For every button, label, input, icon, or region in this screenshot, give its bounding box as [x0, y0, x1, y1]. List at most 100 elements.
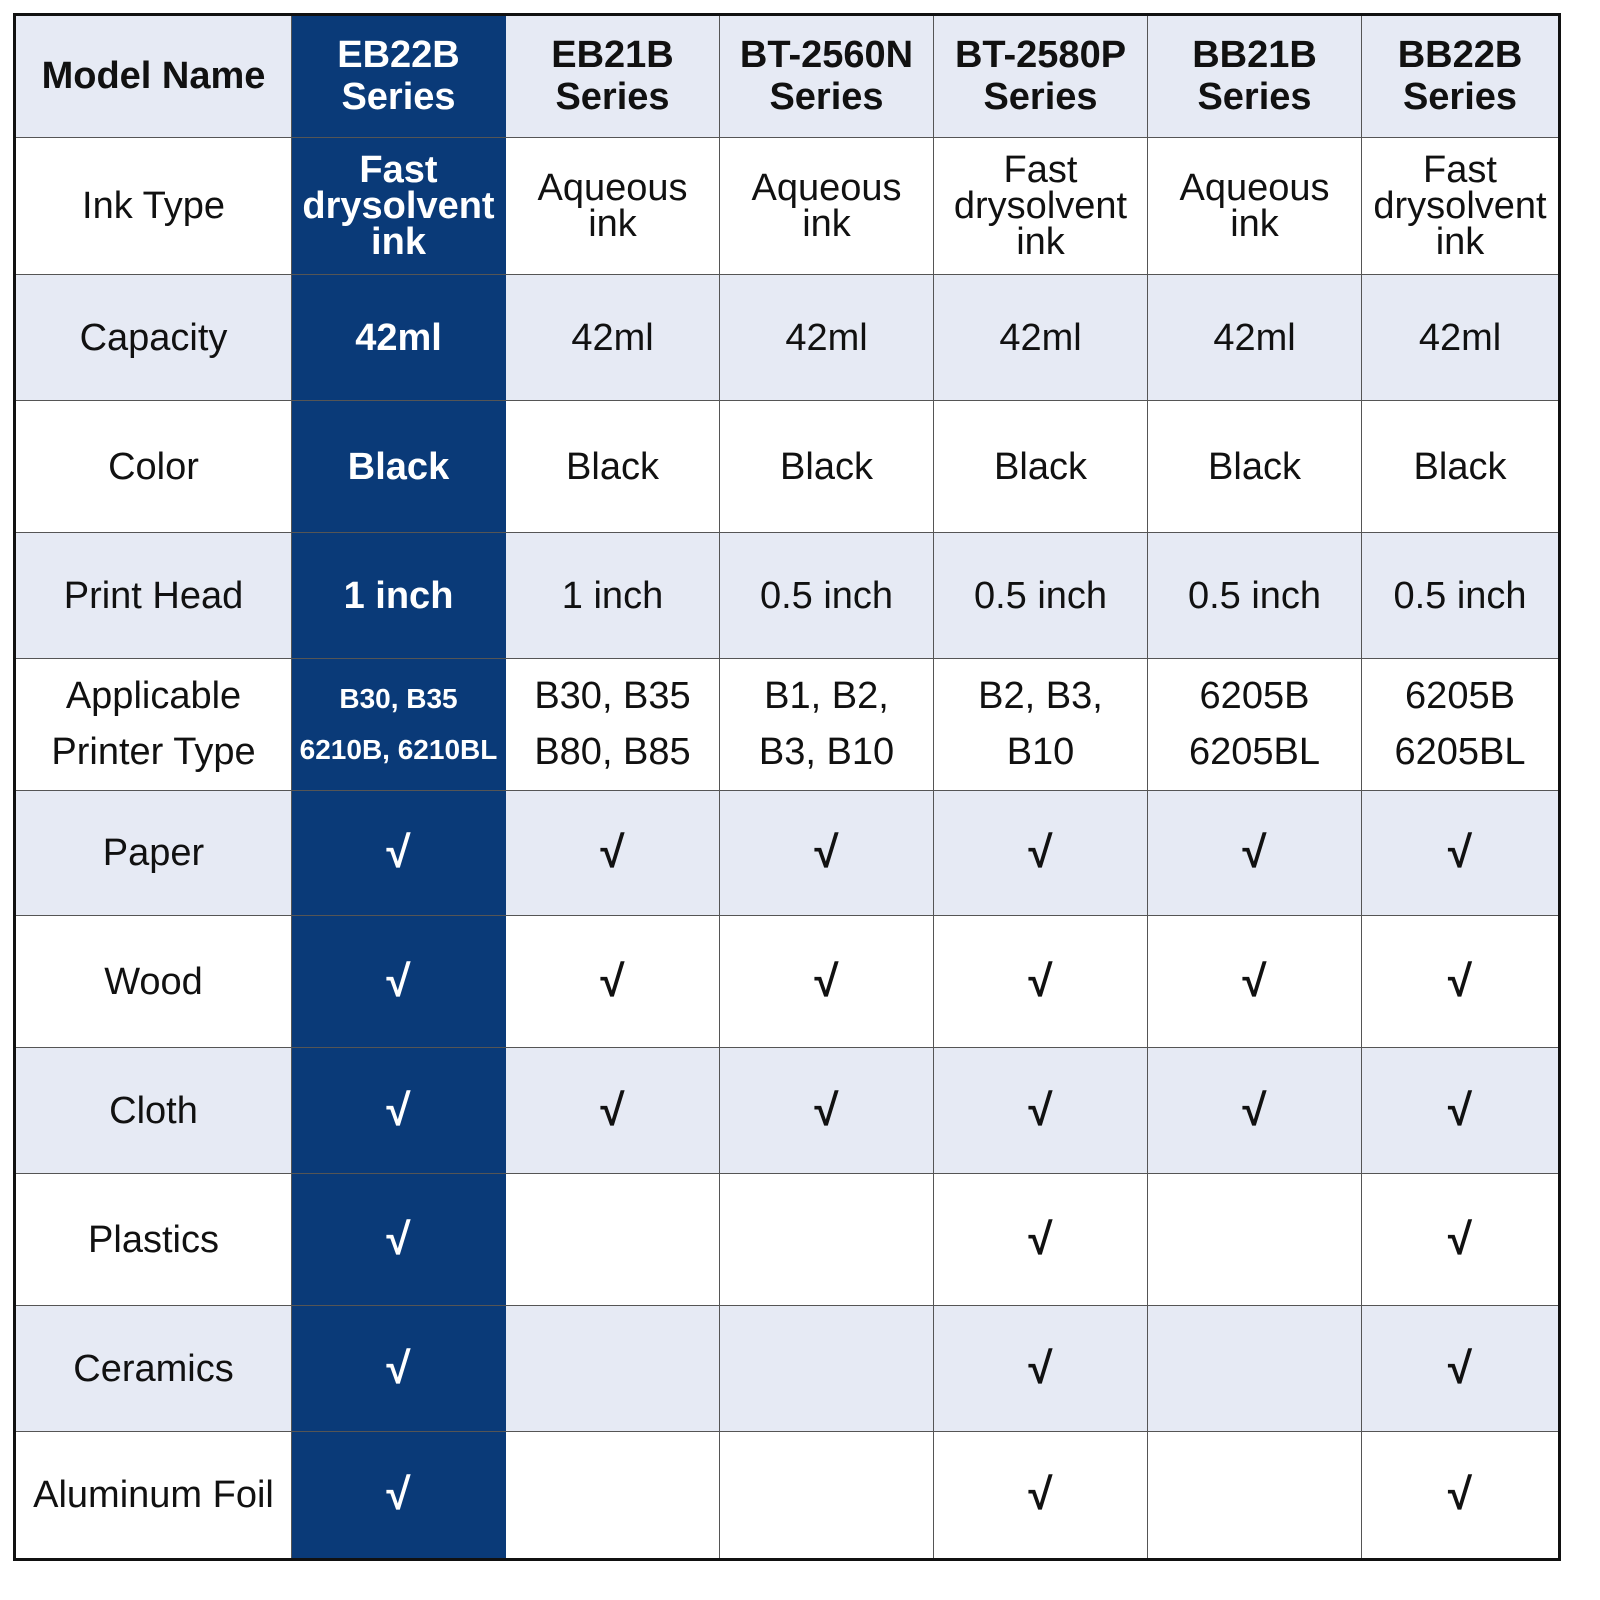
model-name-line: Series [769, 75, 884, 118]
check-icon: √ [933, 1431, 1148, 1560]
cell-value: B1, B2, B3, B10 [719, 658, 934, 791]
table-row: Paper √ √ √ √ √ √ [14, 790, 1560, 916]
check-icon: √ [1361, 1305, 1560, 1432]
model-name-line: Series [983, 75, 1098, 118]
check-icon: √ [1147, 915, 1362, 1048]
model-name-line: Series [1402, 75, 1518, 118]
row-label: Cloth [14, 1047, 292, 1174]
cell-value: 0.5 inch [1147, 532, 1362, 659]
cell-value [505, 1173, 720, 1306]
table-row: Print Head 1 inch 1 inch 0.5 inch 0.5 inch 0.… [14, 532, 1560, 659]
table-row: Plastics √ √ √ [14, 1173, 1560, 1306]
check-icon: √ [1147, 790, 1362, 916]
cell-value: 42ml [1361, 274, 1560, 401]
table-row: Aluminum Foil √ √ √ [14, 1431, 1560, 1560]
table-row: Ceramics √ √ √ [14, 1305, 1560, 1432]
comparison-table: Model NameEB22BSeriesEB22B SeriesEB21BSe… [13, 13, 1561, 1561]
cell-value: B30, B35 B80, B85 [505, 658, 720, 791]
model-name-line: Series [341, 75, 456, 118]
cell-value: Fast drysolvent ink [291, 137, 506, 275]
model-header: BB22BSeriesBB22B Series [1361, 14, 1560, 138]
row-label: Print Head [14, 532, 292, 659]
cell-value: 1 inch [505, 532, 720, 659]
model-name-line: BB22B [1397, 33, 1523, 76]
cell-value: 42ml [1147, 274, 1362, 401]
check-icon: √ [933, 915, 1148, 1048]
check-icon: √ [291, 1305, 506, 1432]
row-label: Paper [14, 790, 292, 916]
cell-value [505, 1305, 720, 1432]
cell-value: 1 inch [291, 532, 506, 659]
cell-value [1147, 1305, 1362, 1432]
cell-value: B2, B3, B10 [933, 658, 1148, 791]
row-label: Capacity [14, 274, 292, 401]
model-name-line: BB21B [1192, 33, 1317, 76]
cell-value: Black [1147, 400, 1362, 533]
check-icon: √ [933, 1305, 1148, 1432]
row-label: Applicable Printer Type [14, 658, 292, 791]
cell-value [1147, 1431, 1362, 1560]
model-header: BB21BSeriesBB21B Series [1147, 14, 1362, 138]
check-icon: √ [291, 1047, 506, 1174]
header-label: Model Name [14, 14, 292, 138]
row-label: Ink Type [14, 137, 292, 275]
check-icon: √ [719, 915, 934, 1048]
table-row: Wood √ √ √ √ √ √ [14, 915, 1560, 1048]
check-icon: √ [505, 915, 720, 1048]
model-name-line: EB22B [337, 33, 460, 76]
check-icon: √ [291, 1431, 506, 1560]
cell-value: Aqueous ink [1147, 137, 1362, 275]
cell-value: Black [505, 400, 720, 533]
check-icon: √ [1361, 1173, 1560, 1306]
cell-value: 42ml [291, 274, 506, 401]
cell-value: Black [719, 400, 934, 533]
cell-value: Black [1361, 400, 1560, 533]
table-row: Applicable Printer Type B30, B35 6210B, 6… [14, 658, 1560, 791]
cell-value [719, 1431, 934, 1560]
check-icon: √ [1361, 915, 1560, 1048]
cell-value [719, 1173, 934, 1306]
cell-value: Aqueous ink [505, 137, 720, 275]
cell-value: 0.5 inch [933, 532, 1148, 659]
row-label: Plastics [14, 1173, 292, 1306]
model-header: EB22BSeriesEB22B Series [291, 14, 506, 138]
model-name-line: BT-2560N [739, 33, 914, 76]
row-label: Color [14, 400, 292, 533]
model-name-line: Series [555, 75, 670, 118]
cell-value [1147, 1173, 1362, 1306]
model-header: BT-2580PSeriesBT-2580P Series [933, 14, 1148, 138]
cell-value: Fast drysolvent ink [933, 137, 1148, 275]
check-icon: √ [719, 790, 934, 916]
check-icon: √ [1361, 1047, 1560, 1174]
cell-value: Black [933, 400, 1148, 533]
cell-value: 42ml [933, 274, 1148, 401]
table-row: Capacity 42ml 42ml 42ml 42ml 42ml 42ml [14, 274, 1560, 401]
row-label: Aluminum Foil [14, 1431, 292, 1560]
cell-value: 6205B 6205BL [1361, 658, 1560, 791]
check-icon: √ [933, 790, 1148, 916]
model-header: EB21BSeriesEB21B Series [505, 14, 720, 138]
check-icon: √ [1361, 790, 1560, 916]
check-icon: √ [291, 1173, 506, 1306]
check-icon: √ [719, 1047, 934, 1174]
check-icon: √ [933, 1173, 1148, 1306]
cell-value [719, 1305, 934, 1432]
table-row: Color Black Black Black Black Black Black [14, 400, 1560, 533]
check-icon: √ [505, 790, 720, 916]
cell-value: 42ml [505, 274, 720, 401]
model-name-line: BT-2580P [954, 33, 1127, 76]
cell-value: Black [291, 400, 506, 533]
check-icon: √ [505, 1047, 720, 1174]
row-label: Ceramics [14, 1305, 292, 1432]
check-icon: √ [1147, 1047, 1362, 1174]
check-icon: √ [933, 1047, 1148, 1174]
cell-value: 42ml [719, 274, 934, 401]
check-icon: √ [1361, 1431, 1560, 1560]
model-name-line: EB21B [551, 33, 674, 76]
row-label: Wood [14, 915, 292, 1048]
table-row: Ink Type Fast drysolvent ink Aqueous ink Aq… [14, 137, 1560, 275]
cell-value: 0.5 inch [1361, 532, 1560, 659]
header-row: Model NameEB22BSeriesEB22B SeriesEB21BSe… [14, 14, 1560, 138]
check-icon: √ [291, 915, 506, 1048]
